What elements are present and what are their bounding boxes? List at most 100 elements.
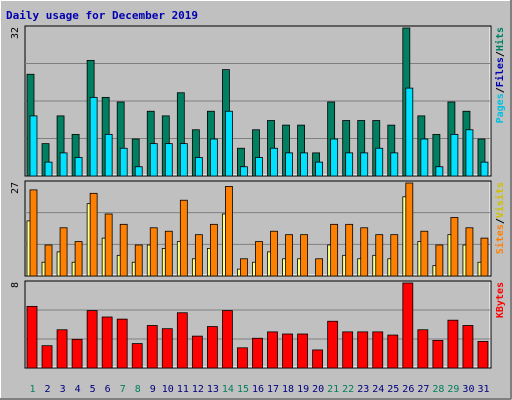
bar-kbytes-day-6 bbox=[101, 316, 113, 369]
bar-files-day-29 bbox=[450, 133, 459, 177]
x-label-day-4: 4 bbox=[75, 384, 81, 395]
bar-files-day-31 bbox=[480, 161, 489, 177]
bar-kbytes-day-10 bbox=[161, 328, 173, 369]
legend-sites: Sites bbox=[494, 224, 506, 254]
x-label-day-23: 23 bbox=[357, 384, 369, 395]
bar-files-day-13 bbox=[209, 138, 218, 177]
bar-files-day-17 bbox=[270, 147, 278, 177]
bar-files-day-11 bbox=[179, 143, 188, 177]
bar-files-day-21 bbox=[330, 138, 339, 177]
bar-sites-day-24 bbox=[375, 234, 384, 277]
bar-sites-day-27 bbox=[420, 230, 429, 277]
x-label-day-3: 3 bbox=[60, 384, 66, 395]
bar-sites-day-22 bbox=[345, 223, 354, 277]
x-label-day-15: 15 bbox=[237, 384, 249, 395]
bar-sites-day-20 bbox=[315, 258, 324, 277]
legend-files: Files bbox=[494, 57, 506, 87]
ymax-label-kbytes: 8 bbox=[10, 282, 21, 288]
bar-sites-day-2 bbox=[44, 244, 53, 277]
bar-kbytes-day-15 bbox=[237, 347, 248, 369]
bar-kbytes-day-31 bbox=[477, 341, 489, 369]
bar-files-day-12 bbox=[194, 157, 203, 177]
bar-kbytes-day-13 bbox=[206, 326, 218, 369]
legend-sep: / bbox=[495, 87, 506, 93]
x-label-day-16: 16 bbox=[252, 384, 264, 395]
bar-sites-day-19 bbox=[300, 234, 308, 277]
x-label-day-13: 13 bbox=[207, 384, 219, 395]
x-label-day-11: 11 bbox=[177, 384, 189, 395]
bar-kbytes-day-23 bbox=[357, 331, 369, 369]
bar-sites-day-7 bbox=[119, 223, 128, 277]
bar-kbytes-day-11 bbox=[176, 312, 188, 369]
chart-title: Daily usage for December 2019 bbox=[6, 9, 198, 22]
bar-kbytes-day-8 bbox=[131, 343, 143, 369]
bar-files-day-25 bbox=[390, 152, 399, 177]
bar-sites-day-9 bbox=[149, 227, 158, 277]
bar-files-day-26 bbox=[405, 87, 414, 177]
bar-kbytes-day-24 bbox=[372, 331, 384, 369]
x-label-day-17: 17 bbox=[267, 384, 279, 395]
bar-files-day-10 bbox=[164, 143, 173, 177]
bar-files-day-19 bbox=[300, 152, 308, 177]
x-label-day-5: 5 bbox=[90, 384, 96, 395]
bar-files-day-14 bbox=[225, 110, 233, 177]
ymax-label-visits-sites: 27 bbox=[10, 182, 21, 194]
bar-files-day-16 bbox=[255, 157, 263, 177]
bar-kbytes-day-4 bbox=[71, 338, 83, 369]
legend-kbytes: KBytes bbox=[495, 282, 506, 318]
x-label-day-29: 29 bbox=[447, 384, 459, 395]
bar-files-day-5 bbox=[89, 96, 98, 177]
x-label-day-1: 1 bbox=[30, 384, 36, 395]
bar-kbytes-day-9 bbox=[146, 325, 158, 369]
bar-sites-day-1 bbox=[29, 189, 38, 277]
bar-files-day-28 bbox=[435, 166, 444, 177]
bar-files-day-15 bbox=[240, 166, 248, 177]
bar-files-day-18 bbox=[285, 152, 293, 177]
bar-sites-day-16 bbox=[255, 241, 263, 277]
legend-hits-files-pages: Pages/Files/Hits bbox=[494, 27, 506, 123]
legend-hits: Hits bbox=[494, 27, 506, 51]
x-label-day-8: 8 bbox=[135, 384, 141, 395]
bar-files-day-23 bbox=[360, 152, 369, 177]
bar-sites-day-3 bbox=[59, 227, 68, 277]
bar-kbytes-day-16 bbox=[252, 337, 263, 369]
bar-sites-day-25 bbox=[390, 234, 399, 277]
bar-kbytes-day-18 bbox=[282, 333, 293, 369]
x-label-day-9: 9 bbox=[150, 384, 156, 395]
bar-kbytes-day-1 bbox=[26, 305, 38, 369]
x-label-day-19: 19 bbox=[297, 384, 309, 395]
bar-sites-day-14 bbox=[225, 186, 233, 277]
bar-kbytes-day-5 bbox=[86, 310, 98, 369]
x-label-day-21: 21 bbox=[327, 384, 339, 395]
bar-files-day-6 bbox=[104, 133, 113, 177]
x-label-day-28: 28 bbox=[432, 384, 444, 395]
bar-files-day-8 bbox=[134, 166, 143, 177]
bar-kbytes-day-28 bbox=[432, 339, 444, 369]
bar-kbytes-day-14 bbox=[222, 310, 233, 369]
x-label-day-22: 22 bbox=[342, 384, 354, 395]
legend-sep: / bbox=[495, 51, 506, 57]
legend-sep: / bbox=[495, 218, 506, 224]
bar-sites-day-26 bbox=[405, 182, 414, 277]
bar-kbytes-day-30 bbox=[462, 325, 474, 369]
bar-kbytes-day-19 bbox=[297, 333, 308, 369]
x-label-day-6: 6 bbox=[105, 384, 111, 395]
bar-sites-day-10 bbox=[164, 230, 173, 277]
bar-sites-day-29 bbox=[450, 217, 459, 277]
x-label-day-25: 25 bbox=[387, 384, 399, 395]
bar-kbytes-day-25 bbox=[387, 334, 399, 369]
x-label-day-20: 20 bbox=[312, 384, 324, 395]
bar-files-day-24 bbox=[375, 147, 384, 177]
legend-visits-sites: Sites/Visits bbox=[494, 182, 506, 254]
legend-kbytes-group: KBytes bbox=[495, 282, 506, 318]
bar-files-day-27 bbox=[420, 138, 429, 177]
bar-files-day-30 bbox=[465, 129, 474, 177]
bar-sites-day-8 bbox=[134, 244, 143, 277]
bar-sites-day-30 bbox=[465, 227, 474, 277]
bar-sites-day-21 bbox=[330, 223, 339, 277]
bar-sites-day-18 bbox=[285, 234, 293, 277]
bar-files-day-3 bbox=[59, 152, 68, 177]
bar-files-day-1 bbox=[29, 115, 38, 177]
bar-sites-day-6 bbox=[104, 213, 113, 277]
x-label-day-30: 30 bbox=[462, 384, 474, 395]
